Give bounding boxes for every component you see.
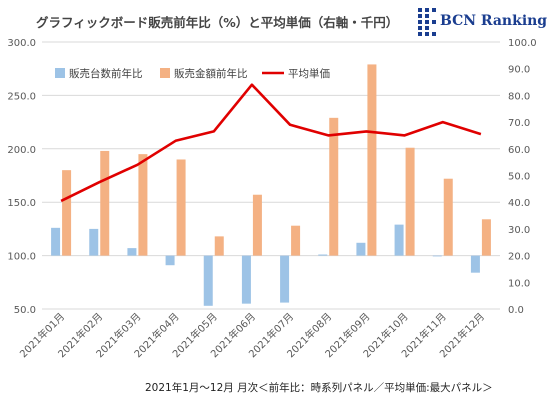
right-tick-label: 40.0 xyxy=(508,198,530,209)
legend-swatch xyxy=(55,68,65,78)
bar xyxy=(252,194,262,256)
bar xyxy=(280,255,290,303)
bcn-logo: BCN Ranking xyxy=(418,8,548,36)
footnote: 2021年1月～12月 月次＜前年比：時系列パネル／平均単価:最大パネル＞ xyxy=(145,382,493,394)
bar xyxy=(405,147,415,256)
right-tick-label: 30.0 xyxy=(508,225,530,236)
bar xyxy=(214,236,224,256)
bar xyxy=(241,255,251,304)
legend-swatch xyxy=(160,68,170,78)
gridlines xyxy=(42,41,500,310)
bar xyxy=(203,255,213,306)
legend-label: 販売台数前年比 xyxy=(69,67,143,80)
left-axis: 50.0 100.0 150.0 200.0 250.0 300.0 xyxy=(7,38,36,316)
legend-label: 販売金額前年比 xyxy=(174,67,248,80)
left-tick-label: 50.0 xyxy=(14,305,36,316)
bar xyxy=(443,178,453,256)
bar xyxy=(51,227,61,256)
bar xyxy=(291,225,301,256)
bar xyxy=(89,228,99,256)
left-tick-label: 250.0 xyxy=(7,91,36,102)
bar xyxy=(481,219,491,256)
bar xyxy=(165,255,175,266)
average-price-line xyxy=(60,83,482,203)
bars xyxy=(51,64,491,306)
left-tick-label: 300.0 xyxy=(7,38,36,49)
right-tick-label: 90.0 xyxy=(508,65,530,76)
legend-label: 平均単価 xyxy=(288,67,330,80)
right-tick-label: 80.0 xyxy=(508,91,530,102)
bar xyxy=(127,248,137,256)
left-tick-label: 100.0 xyxy=(7,252,36,263)
chart-title: グラフィックボード販売前年比（%）と平均単価（右軸・千円） xyxy=(36,15,399,30)
bar xyxy=(176,159,186,256)
bar xyxy=(356,242,366,256)
bar xyxy=(470,255,480,273)
right-tick-label: 100.0 xyxy=(508,38,537,49)
right-tick-label: 70.0 xyxy=(508,118,530,129)
right-tick-label: 20.0 xyxy=(508,252,530,263)
logo-grid-icon xyxy=(418,8,436,36)
legend: 販売台数前年比 販売金額前年比 平均単価 xyxy=(55,67,330,80)
category-axis: 2021年01月2021年02月2021年03月2021年04月2021年05月… xyxy=(17,310,487,360)
bar xyxy=(329,117,339,256)
bar xyxy=(138,154,148,256)
bar xyxy=(62,170,72,256)
right-axis: 0.0 10.0 20.0 30.0 40.0 50.0 60.0 70.0 80.0 90.0 1… xyxy=(508,38,537,316)
bar xyxy=(394,224,404,256)
line-series xyxy=(60,83,482,203)
bar xyxy=(100,150,110,256)
right-tick-label: 50.0 xyxy=(508,172,530,183)
left-tick-label: 200.0 xyxy=(7,145,36,156)
right-tick-label: 60.0 xyxy=(508,145,530,156)
bar xyxy=(432,255,442,257)
right-tick-label: 0.0 xyxy=(508,305,524,316)
right-tick-label: 10.0 xyxy=(508,278,530,289)
logo-text: BCN Ranking xyxy=(440,13,548,29)
left-tick-label: 150.0 xyxy=(7,198,36,209)
bar xyxy=(367,64,377,256)
bar xyxy=(318,254,328,256)
